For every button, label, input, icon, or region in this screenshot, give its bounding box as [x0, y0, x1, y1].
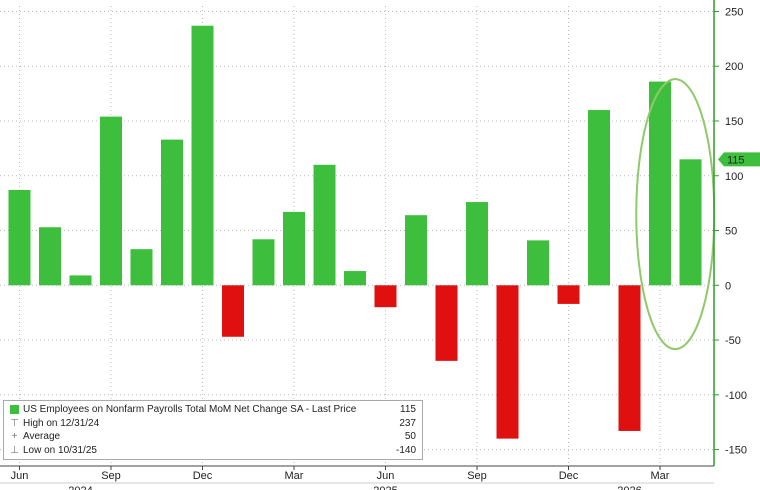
bar — [618, 285, 641, 431]
y-tick-label: 0 — [725, 280, 731, 292]
x-year-label: 2026 — [617, 485, 641, 490]
highlight-annotation — [635, 78, 716, 351]
bar — [466, 202, 488, 286]
x-year-label: 2024 — [68, 485, 92, 490]
bar — [161, 139, 183, 286]
legend-swatch — [10, 405, 19, 415]
y-tick-label: -100 — [725, 390, 747, 402]
y-tick-label: -50 — [725, 335, 741, 347]
bar — [649, 81, 671, 286]
bars — [8, 25, 702, 439]
legend-average-label: Average — [23, 431, 61, 442]
bar — [374, 285, 397, 308]
high-marker-icon: ⊤ — [10, 417, 19, 429]
x-tick-label: Sep — [467, 470, 487, 482]
average-marker-icon: + — [11, 431, 18, 442]
legend-series-value: 115 — [400, 404, 416, 415]
x-tick-label: Sep — [101, 470, 121, 482]
x-tick-label: Dec — [559, 470, 579, 482]
legend-row-average: + Average 50 — [10, 430, 416, 444]
x-tick-label: Mar — [651, 470, 670, 482]
last-value-label: 115 — [727, 154, 745, 166]
bar — [527, 240, 549, 286]
bar — [191, 25, 214, 286]
y-tick-label: 250 — [725, 6, 743, 18]
bar — [313, 164, 336, 286]
bar — [679, 159, 702, 286]
bar — [130, 249, 153, 286]
bar — [283, 211, 305, 286]
legend-high-value: 237 — [399, 417, 416, 429]
y-tick-label: 50 — [725, 226, 737, 238]
legend-row-series: US Employees on Nonfarm Payrolls Total M… — [10, 403, 416, 417]
highlight-ellipse — [635, 78, 716, 351]
bar — [405, 215, 427, 286]
x-tick-label: Dec — [193, 470, 213, 482]
x-tick-label: Mar — [285, 470, 304, 482]
legend: US Employees on Nonfarm Payrolls Total M… — [3, 400, 423, 460]
legend-series-label: US Employees on Nonfarm Payrolls Total M… — [23, 404, 357, 415]
y-tick-label: -150 — [725, 445, 747, 457]
x-year-label: 2025 — [373, 485, 397, 490]
y-tick-label: 100 — [725, 171, 743, 183]
bar — [252, 239, 275, 286]
x-tick-label: Jun — [11, 470, 29, 482]
last-value-marker: 115 — [718, 152, 760, 167]
legend-row-low: ⊥ Low on 10/31/25 -140 — [10, 444, 416, 458]
bar — [8, 190, 31, 286]
low-marker-icon: ⊥ — [10, 444, 19, 456]
y-tick-label: 200 — [725, 61, 743, 73]
bar — [100, 116, 122, 286]
bar — [557, 285, 580, 304]
x-tick-label: Jun — [377, 470, 395, 482]
legend-high-label: High on 12/31/24 — [23, 417, 100, 429]
bar — [39, 227, 61, 286]
bar — [344, 271, 366, 286]
legend-low-label: Low on 10/31/25 — [23, 444, 97, 456]
bar — [435, 285, 458, 361]
legend-row-high: ⊤ High on 12/31/24 237 — [10, 417, 416, 431]
last-value-tag — [718, 152, 760, 167]
y-axis: 250 200 150 100 50 0 -50 -100 -150 115 — [713, 0, 760, 466]
bar — [69, 275, 92, 286]
y-tick-label: 150 — [725, 116, 743, 128]
bar — [222, 285, 244, 337]
bar — [588, 110, 610, 286]
legend-low-value: -140 — [395, 444, 416, 456]
x-axis: Jun Sep Dec Mar Jun Sep Dec Mar 2024 2025 2026 — [0, 465, 714, 490]
bar — [496, 285, 519, 439]
legend-average-value: 50 — [404, 431, 416, 442]
